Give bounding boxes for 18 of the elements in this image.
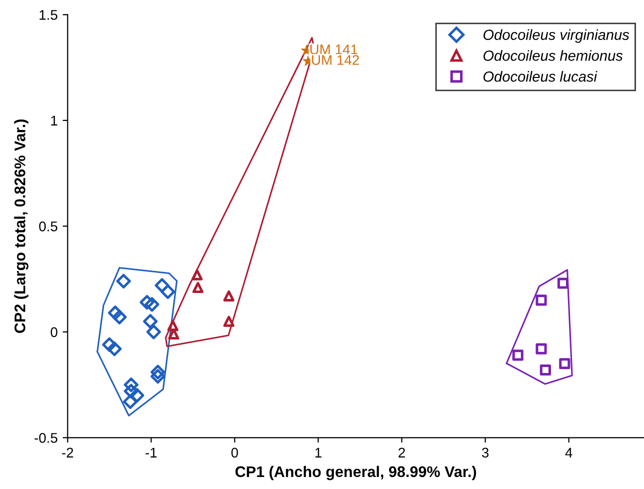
y-axis-title: CP2 (Largo total, 0.826% Var.) bbox=[14, 120, 28, 333]
legend-label: Odocoileus hemionus bbox=[483, 50, 623, 61]
x-tick-label: 0 bbox=[231, 448, 238, 458]
legend-label: Odocoileus lucasi bbox=[483, 71, 598, 82]
x-tick-label: 3 bbox=[482, 448, 489, 458]
y-tick-label: 1 bbox=[51, 116, 58, 126]
x-tick-label: 4 bbox=[565, 448, 572, 458]
legend-label: Odocoileus virginianus bbox=[483, 29, 630, 43]
y-tick-label: 0.5 bbox=[39, 221, 58, 232]
y-tick-label: 0 bbox=[50, 327, 58, 338]
y-tick-label: -0.5 bbox=[34, 432, 58, 443]
x-tick-label: -1 bbox=[146, 448, 157, 458]
x-tick-label: 1 bbox=[315, 448, 322, 458]
annotation: UM 142 bbox=[312, 55, 359, 65]
x-tick-label: -2 bbox=[62, 448, 74, 458]
y-tick-label: 1.5 bbox=[40, 10, 58, 20]
x-axis-title: CP1 (Ancho general, 98.99% Var.) bbox=[235, 466, 476, 480]
x-tick-label: 2 bbox=[398, 448, 405, 458]
